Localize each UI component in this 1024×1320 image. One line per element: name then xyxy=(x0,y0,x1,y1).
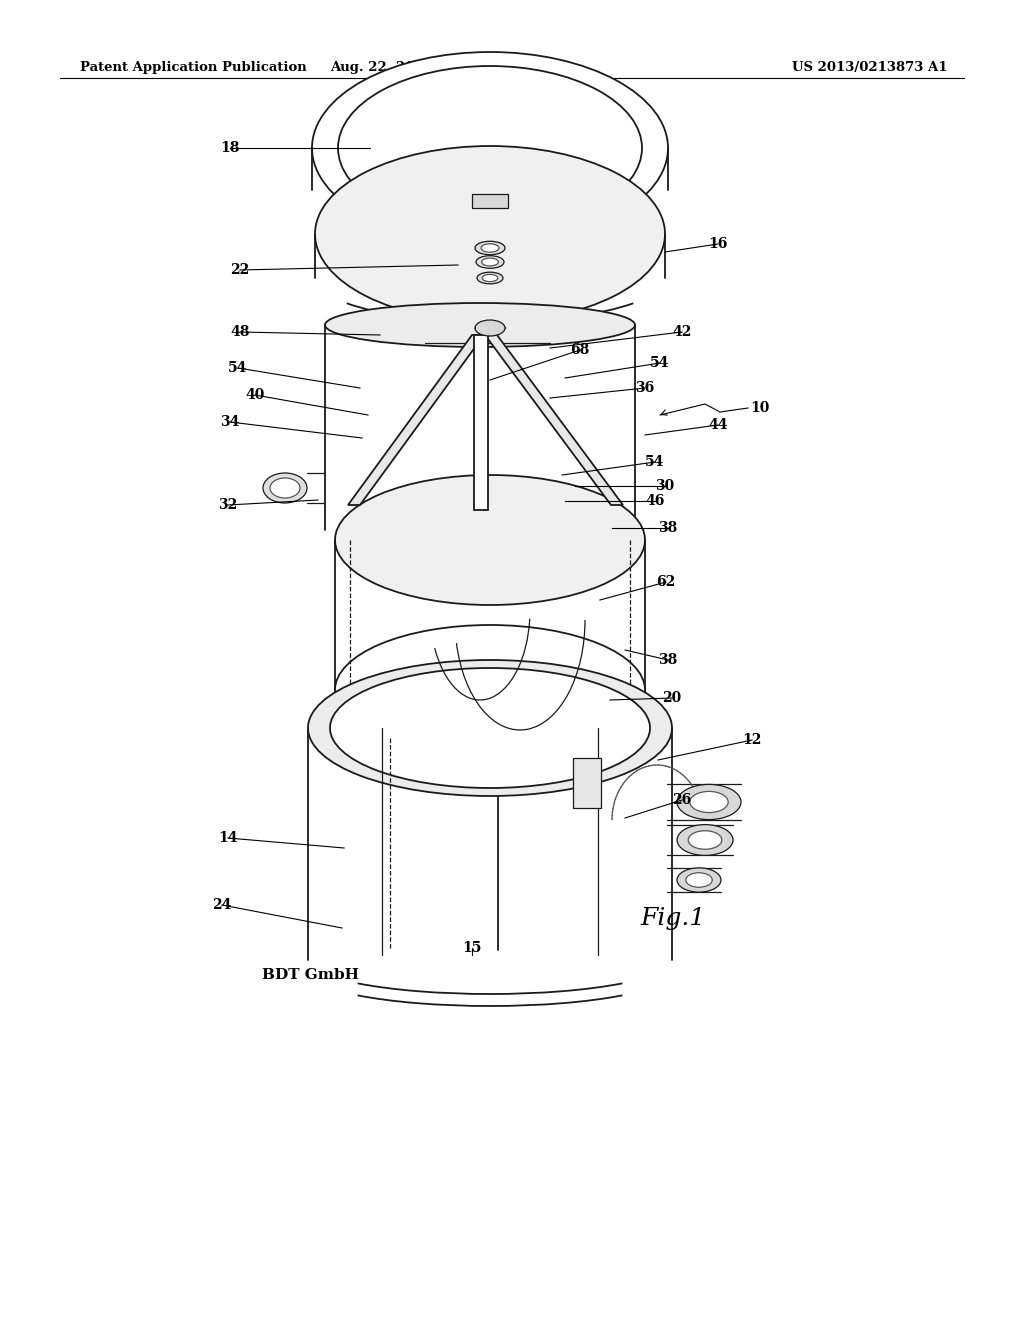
Text: 18: 18 xyxy=(220,141,240,154)
Ellipse shape xyxy=(312,51,668,244)
Text: 40: 40 xyxy=(246,388,264,403)
Ellipse shape xyxy=(330,668,650,788)
Ellipse shape xyxy=(690,792,728,813)
Ellipse shape xyxy=(338,66,642,230)
Text: 38: 38 xyxy=(658,521,678,535)
Text: 20: 20 xyxy=(663,690,682,705)
Ellipse shape xyxy=(477,272,503,284)
Text: 26: 26 xyxy=(673,793,691,807)
Bar xyxy=(472,194,508,209)
Ellipse shape xyxy=(475,319,505,337)
Text: 54: 54 xyxy=(650,356,670,370)
Text: 10: 10 xyxy=(751,401,770,414)
Text: 15: 15 xyxy=(462,941,481,954)
Text: 12: 12 xyxy=(742,733,762,747)
Text: 48: 48 xyxy=(230,325,250,339)
Text: 16: 16 xyxy=(709,238,728,251)
Text: 54: 54 xyxy=(228,360,248,375)
Ellipse shape xyxy=(335,475,645,605)
Text: 32: 32 xyxy=(218,498,238,512)
Text: US 2013/0213873 A1: US 2013/0213873 A1 xyxy=(793,62,948,74)
Ellipse shape xyxy=(677,869,721,892)
Ellipse shape xyxy=(325,304,635,347)
Text: 44: 44 xyxy=(709,418,728,432)
Polygon shape xyxy=(485,335,623,506)
Text: 36: 36 xyxy=(635,381,654,395)
Text: 46: 46 xyxy=(645,494,665,508)
Ellipse shape xyxy=(677,784,741,820)
Ellipse shape xyxy=(335,624,645,755)
Polygon shape xyxy=(474,335,488,510)
Ellipse shape xyxy=(677,825,733,855)
Ellipse shape xyxy=(475,242,505,255)
Text: Fig.1: Fig.1 xyxy=(640,907,706,929)
Ellipse shape xyxy=(263,473,307,503)
Ellipse shape xyxy=(688,830,722,849)
Text: 54: 54 xyxy=(645,455,665,469)
Ellipse shape xyxy=(270,478,300,498)
Text: Aug. 22, 2013  Sheet 1 of 3: Aug. 22, 2013 Sheet 1 of 3 xyxy=(330,62,530,74)
Text: 42: 42 xyxy=(673,325,691,339)
Ellipse shape xyxy=(315,147,665,322)
Text: 62: 62 xyxy=(656,576,676,589)
Text: 22: 22 xyxy=(230,263,250,277)
Ellipse shape xyxy=(481,259,499,265)
Text: 24: 24 xyxy=(212,898,231,912)
Text: 68: 68 xyxy=(570,343,590,356)
Bar xyxy=(573,758,601,808)
Text: 34: 34 xyxy=(220,414,240,429)
Text: 14: 14 xyxy=(218,832,238,845)
Ellipse shape xyxy=(686,873,713,887)
Ellipse shape xyxy=(482,275,498,281)
Ellipse shape xyxy=(308,660,672,796)
Ellipse shape xyxy=(476,256,504,268)
Polygon shape xyxy=(348,335,484,506)
Text: Patent Application Publication: Patent Application Publication xyxy=(80,62,307,74)
Text: 38: 38 xyxy=(658,653,678,667)
Text: BDT GmbH: BDT GmbH xyxy=(261,968,358,982)
Ellipse shape xyxy=(481,244,499,252)
Text: 30: 30 xyxy=(655,479,675,492)
